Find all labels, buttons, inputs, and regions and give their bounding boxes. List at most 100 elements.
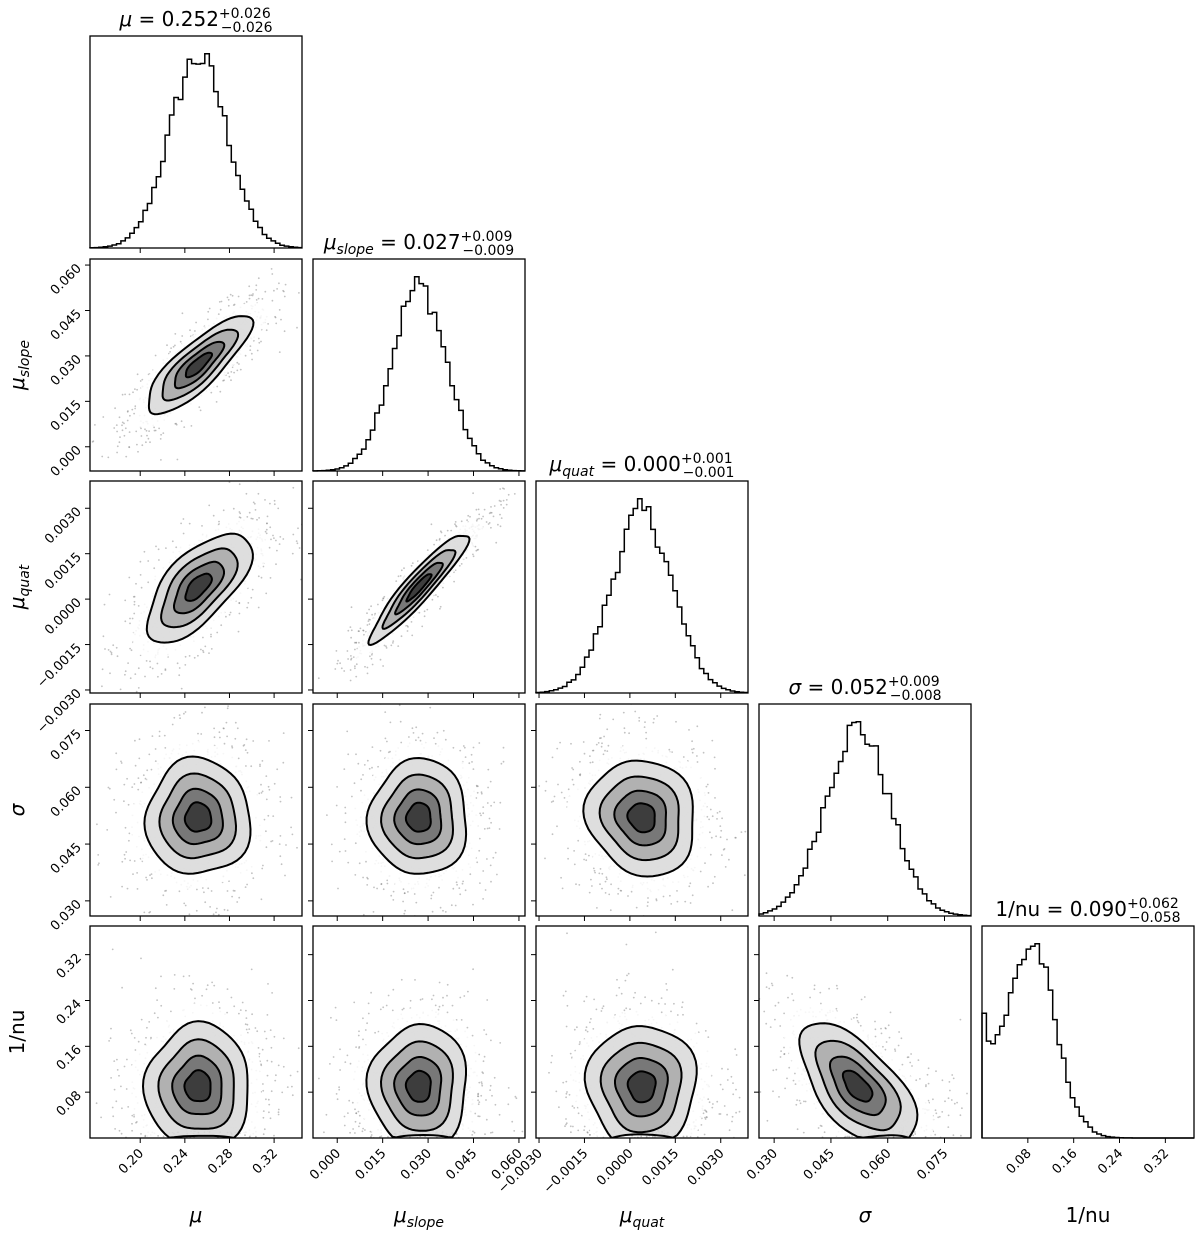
- sample-point: [129, 622, 131, 625]
- sample-point: [145, 876, 148, 879]
- sample-point: [164, 747, 167, 749]
- sample-point: [265, 528, 268, 531]
- sample-point: [101, 455, 104, 458]
- sample-point: [250, 517, 253, 520]
- sample-point: [433, 543, 435, 546]
- sample-point: [123, 783, 126, 786]
- sample-point: [435, 539, 438, 542]
- sample-point: [338, 850, 341, 853]
- sample-point: [261, 867, 264, 870]
- sample-point: [343, 838, 346, 840]
- sample-point: [283, 330, 286, 333]
- sample-point: [397, 575, 400, 578]
- sample-point: [731, 909, 734, 912]
- sample-point: [231, 746, 234, 749]
- sample-point: [490, 526, 492, 529]
- sample-point: [255, 299, 258, 301]
- sample-point: [407, 950, 409, 952]
- sample-point: [492, 515, 495, 518]
- sample-point: [182, 930, 184, 932]
- sample-point: [292, 486, 295, 489]
- sample-point: [404, 909, 406, 912]
- sample-point: [336, 786, 338, 788]
- sample-point: [198, 406, 201, 408]
- sample-point: [115, 477, 117, 479]
- sample-point: [139, 560, 142, 563]
- sample-point: [150, 873, 153, 875]
- sample-point: [344, 821, 347, 824]
- sample-point: [572, 783, 575, 786]
- sample-point: [601, 887, 603, 890]
- sample-point: [172, 345, 175, 348]
- sample-point: [248, 511, 251, 514]
- sample-point: [436, 731, 439, 734]
- sample-point: [471, 761, 473, 763]
- sample-point: [149, 666, 152, 668]
- sample-point: [305, 525, 307, 527]
- sample-point: [476, 785, 478, 788]
- sample-point: [278, 351, 281, 353]
- sample-point: [223, 727, 225, 730]
- sample-point: [251, 294, 254, 297]
- sample-point: [455, 881, 458, 884]
- sample-point: [403, 892, 406, 895]
- sample-point: [707, 792, 710, 794]
- sample-point: [133, 412, 136, 415]
- sample-point: [246, 606, 249, 609]
- sample-point: [507, 493, 510, 496]
- sample-point: [383, 644, 386, 647]
- sample-point: [485, 521, 488, 523]
- sample-point: [376, 887, 378, 890]
- sample-point: [202, 636, 204, 639]
- sample-point: [103, 603, 106, 606]
- sample-point: [124, 599, 127, 602]
- sample-point: [204, 706, 206, 709]
- sample-point: [260, 576, 263, 579]
- sample-point: [454, 921, 456, 923]
- sample-point: [331, 860, 333, 863]
- sample-point: [238, 511, 241, 513]
- sample-point: [134, 673, 137, 675]
- sample-point: [411, 634, 414, 637]
- sample-point: [176, 662, 179, 665]
- sample-point: [336, 662, 339, 665]
- sample-point: [154, 748, 157, 750]
- sample-point: [236, 369, 239, 372]
- sample-point: [171, 540, 174, 543]
- sample-point: [201, 525, 203, 527]
- sample-point: [116, 655, 119, 658]
- sample-point: [351, 795, 353, 798]
- sample-point: [218, 731, 221, 734]
- sample-point: [121, 860, 124, 863]
- sample-point: [131, 786, 134, 788]
- sample-point: [200, 733, 203, 735]
- contour-line: [184, 572, 213, 602]
- sample-point: [238, 896, 241, 899]
- sample-point: [194, 330, 196, 332]
- sample-point: [145, 429, 148, 432]
- sample-point: [148, 701, 150, 703]
- sample-point: [163, 734, 166, 737]
- sample-point: [269, 526, 272, 529]
- sample-point: [349, 626, 352, 628]
- sample-point: [128, 431, 131, 433]
- sample-point: [219, 308, 222, 311]
- sample-point: [155, 545, 157, 548]
- sample-point: [352, 656, 355, 658]
- sample-point: [380, 883, 383, 885]
- sample-point: [160, 433, 163, 436]
- sample-point: [368, 702, 370, 704]
- sample-point: [484, 889, 487, 891]
- sample-point: [219, 736, 221, 739]
- sample-point: [407, 626, 409, 628]
- sample-point: [157, 675, 159, 678]
- sample-point: [180, 420, 183, 423]
- sample-point: [190, 425, 193, 427]
- sample-point: [153, 567, 156, 570]
- sample-point: [216, 385, 219, 388]
- sample-point: [502, 499, 505, 502]
- sample-point: [124, 393, 126, 396]
- sample-point: [711, 739, 714, 742]
- sample-point: [245, 738, 248, 741]
- sample-point: [513, 493, 516, 495]
